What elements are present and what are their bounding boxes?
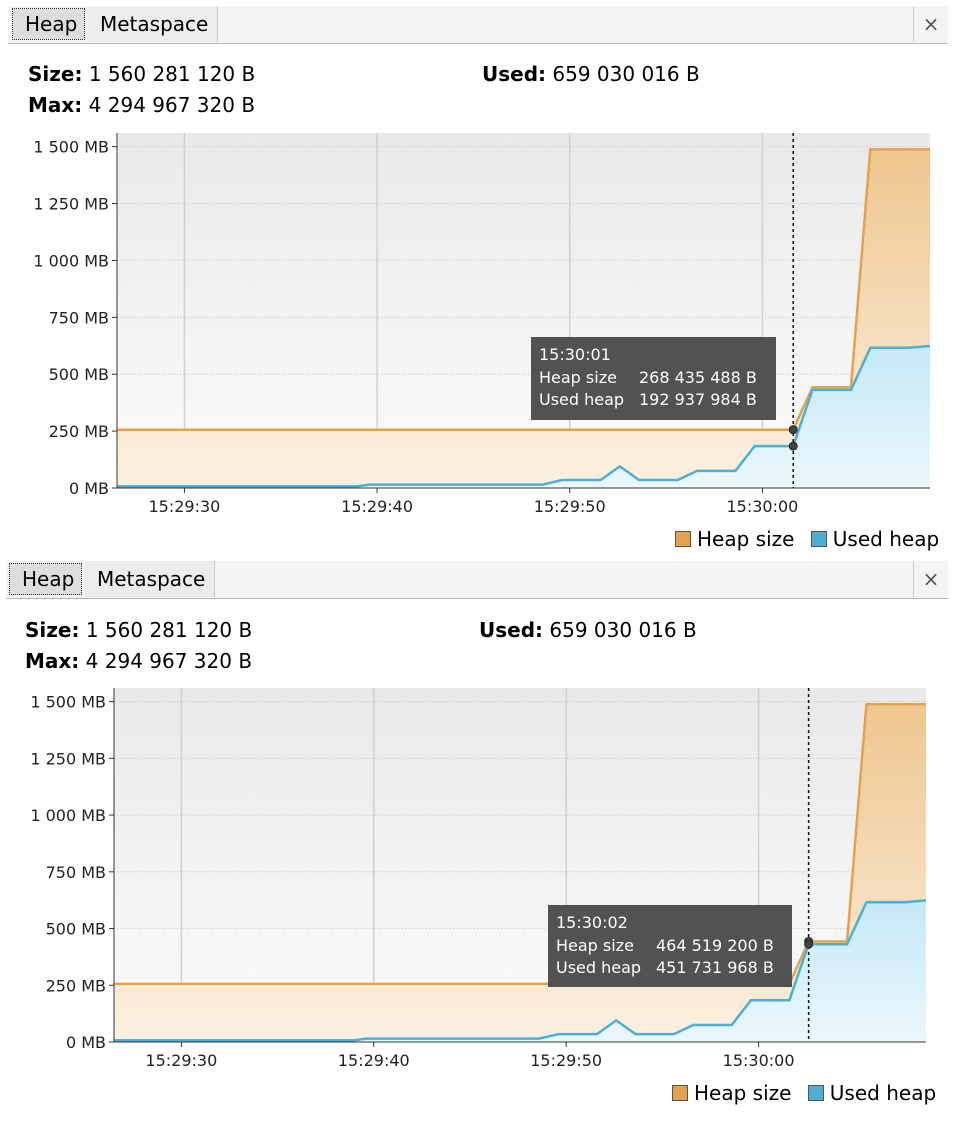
- y-tick-label: 1 500 MB: [30, 693, 106, 712]
- x-tick-label: 15:29:50: [530, 1051, 602, 1070]
- legend-used-heap[interactable]: Used heap: [810, 527, 940, 551]
- legend: Heap size Used heap: [675, 527, 939, 551]
- used-heap-area: [114, 900, 926, 1042]
- tab-heap[interactable]: Heap: [12, 8, 85, 40]
- max-label: Max:: [25, 649, 80, 673]
- legend-heap-size[interactable]: Heap size: [675, 527, 794, 551]
- x-tick-label: 15:29:50: [534, 497, 606, 516]
- tooltip-used-value: 192 937 984 B: [639, 390, 757, 409]
- y-tick-label: 250 MB: [49, 422, 109, 441]
- y-tick-label: 0 MB: [66, 1033, 106, 1052]
- y-tick-label: 500 MB: [49, 365, 109, 384]
- y-tick-label: 1 000 MB: [30, 806, 106, 825]
- hover-tooltip: 15:30:02 Heap size 464 519 200 B Used hea…: [548, 905, 792, 987]
- max-value: 4 294 967 320 B: [88, 93, 256, 117]
- used-heap-swatch: [807, 1085, 824, 1101]
- y-tick-label: 250 MB: [46, 976, 106, 995]
- legend-heap-size[interactable]: Heap size: [672, 1081, 791, 1105]
- y-tick-label: 500 MB: [46, 920, 106, 939]
- size-info: Size: 1 560 281 120 B: [25, 618, 252, 642]
- x-tick-label: 15:29:40: [341, 497, 413, 516]
- max-info: Max: 4 294 967 320 B: [28, 93, 255, 117]
- tooltip-heap-row: Heap size 268 435 488 B: [539, 367, 768, 390]
- y-tick-label: 750 MB: [49, 308, 109, 327]
- tooltip-heap-row: Heap size 464 519 200 B: [556, 935, 784, 958]
- heap-size-swatch: [672, 1085, 688, 1101]
- close-icon[interactable]: ×: [913, 561, 948, 597]
- max-info: Max: 4 294 967 320 B: [25, 649, 252, 673]
- y-tick-label: 1 250 MB: [30, 749, 106, 768]
- tab-metaspace[interactable]: Metaspace: [85, 561, 215, 597]
- used-heap-cursor-point: [788, 441, 798, 451]
- legend: Heap size Used heap: [672, 1081, 936, 1105]
- used-label: Used:: [482, 62, 547, 86]
- heap-size-line: [117, 148, 930, 431]
- hover-tooltip: 15:30:01 Heap size 268 435 488 B Used hea…: [531, 337, 776, 420]
- tab-metaspace[interactable]: Metaspace: [88, 6, 218, 42]
- tab-bar: Heap Metaspace ×: [8, 6, 948, 44]
- tooltip-heap-label: Heap size: [556, 935, 634, 955]
- y-tick-label: 0 MB: [69, 479, 109, 498]
- tooltip-used-value: 451 731 968 B: [656, 958, 774, 977]
- tab-bar: Heap Metaspace ×: [6, 561, 948, 599]
- used-label: Used:: [479, 618, 544, 642]
- y-tick-label: 1 000 MB: [33, 251, 109, 270]
- x-tick-label: 15:29:30: [145, 1051, 217, 1070]
- y-tick-label: 750 MB: [46, 863, 106, 882]
- size-info: Size: 1 560 281 120 B: [28, 62, 255, 86]
- x-tick-label: 15:30:00: [723, 1051, 795, 1070]
- size-value: 1 560 281 120 B: [85, 618, 253, 642]
- used-heap-cursor-point: [804, 939, 814, 949]
- tooltip-time: 15:30:01: [539, 345, 611, 364]
- max-label: Max:: [28, 93, 83, 117]
- used-value: 659 030 016 B: [552, 62, 700, 86]
- heap-chart: 0 MB 250 MB 500 MB 750 MB 1 000 MB 1 250 MB 1 …: [30, 688, 927, 1070]
- heap-size-swatch: [675, 531, 691, 547]
- used-heap-area: [117, 346, 930, 488]
- legend-used-heap-label: Used heap: [832, 527, 940, 551]
- legend-used-heap-label: Used heap: [829, 1081, 937, 1105]
- tooltip-used-label: Used heap: [556, 958, 642, 977]
- size-label: Size:: [28, 62, 83, 86]
- tooltip-heap-value: 268 435 488 B: [639, 367, 757, 387]
- size-label: Size:: [25, 618, 80, 642]
- y-tick-label: 1 500 MB: [33, 138, 109, 157]
- legend-heap-size-label: Heap size: [697, 527, 795, 551]
- size-value: 1 560 281 120 B: [88, 62, 256, 86]
- x-tick-label: 15:29:30: [148, 497, 220, 516]
- y-tick-label: 1 250 MB: [33, 195, 109, 214]
- used-heap-line: [117, 344, 931, 488]
- heap-size-cursor-point: [788, 425, 798, 435]
- heap-chart: 0 MB 250 MB 500 MB 750 MB 1 000 MB 1 250 MB 1 …: [33, 133, 931, 516]
- x-tick-label: 15:29:40: [338, 1051, 410, 1070]
- tab-heap[interactable]: Heap: [9, 563, 82, 595]
- tooltip-used-label: Used heap: [539, 390, 625, 409]
- max-value: 4 294 967 320 B: [85, 649, 253, 673]
- close-icon[interactable]: ×: [913, 6, 948, 42]
- legend-used-heap[interactable]: Used heap: [807, 1081, 937, 1105]
- used-value: 659 030 016 B: [549, 618, 697, 642]
- tooltip-heap-label: Heap size: [539, 367, 617, 387]
- used-heap-swatch: [810, 531, 827, 547]
- used-info: Used: 659 030 016 B: [482, 62, 700, 86]
- used-heap-line: [114, 899, 927, 1042]
- legend-heap-size-label: Heap size: [694, 1081, 792, 1105]
- tooltip-used-row: Used heap 192 937 984 B: [539, 389, 768, 412]
- tooltip-used-row: Used heap 451 731 968 B: [556, 957, 784, 980]
- used-info: Used: 659 030 016 B: [479, 618, 697, 642]
- heap-panel-1: Heap Metaspace × Size: 1 560 281 120 B U…: [0, 0, 966, 555]
- x-tick-label: 15:30:00: [726, 497, 798, 516]
- tooltip-time: 15:30:02: [556, 913, 628, 932]
- heap-panel-2: Heap Metaspace × Size: 1 560 281 120 B U…: [0, 555, 966, 1144]
- tooltip-heap-value: 464 519 200 B: [656, 935, 774, 955]
